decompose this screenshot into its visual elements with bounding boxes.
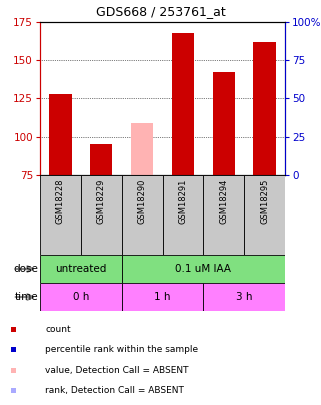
Bar xyxy=(122,175,162,255)
Text: GSM18229: GSM18229 xyxy=(97,179,106,224)
Text: rank, Detection Call = ABSENT: rank, Detection Call = ABSENT xyxy=(45,386,184,395)
Text: dose: dose xyxy=(13,264,38,274)
Bar xyxy=(11,327,16,332)
Text: count: count xyxy=(45,325,71,334)
Bar xyxy=(253,42,276,175)
Text: GSM18228: GSM18228 xyxy=(56,179,65,224)
Bar xyxy=(213,72,235,175)
Bar xyxy=(40,255,122,283)
Bar xyxy=(90,145,112,175)
Text: 0.1 uM IAA: 0.1 uM IAA xyxy=(175,264,231,274)
Text: GSM18295: GSM18295 xyxy=(260,179,269,224)
Text: untreated: untreated xyxy=(55,264,107,274)
Text: GDS668 / 253761_at: GDS668 / 253761_at xyxy=(96,5,225,18)
Bar xyxy=(49,94,72,175)
Text: 1 h: 1 h xyxy=(154,292,171,302)
Text: 3 h: 3 h xyxy=(236,292,252,302)
Bar xyxy=(131,123,153,175)
Text: percentile rank within the sample: percentile rank within the sample xyxy=(45,345,198,354)
Text: value, Detection Call = ABSENT: value, Detection Call = ABSENT xyxy=(45,366,188,375)
Bar xyxy=(244,175,285,255)
Bar xyxy=(81,175,122,255)
Text: time: time xyxy=(14,292,38,302)
Bar xyxy=(11,368,16,373)
Bar xyxy=(40,283,122,311)
Text: 0 h: 0 h xyxy=(73,292,89,302)
Bar xyxy=(122,283,203,311)
Bar xyxy=(11,388,16,393)
Text: GSM18291: GSM18291 xyxy=(178,179,187,224)
Text: GSM18290: GSM18290 xyxy=(138,179,147,224)
Bar xyxy=(162,175,203,255)
Bar xyxy=(203,175,244,255)
Bar xyxy=(203,283,285,311)
Text: GSM18294: GSM18294 xyxy=(219,179,228,224)
Bar xyxy=(40,175,81,255)
Bar xyxy=(172,33,194,175)
Bar xyxy=(11,347,16,352)
Bar xyxy=(122,255,285,283)
